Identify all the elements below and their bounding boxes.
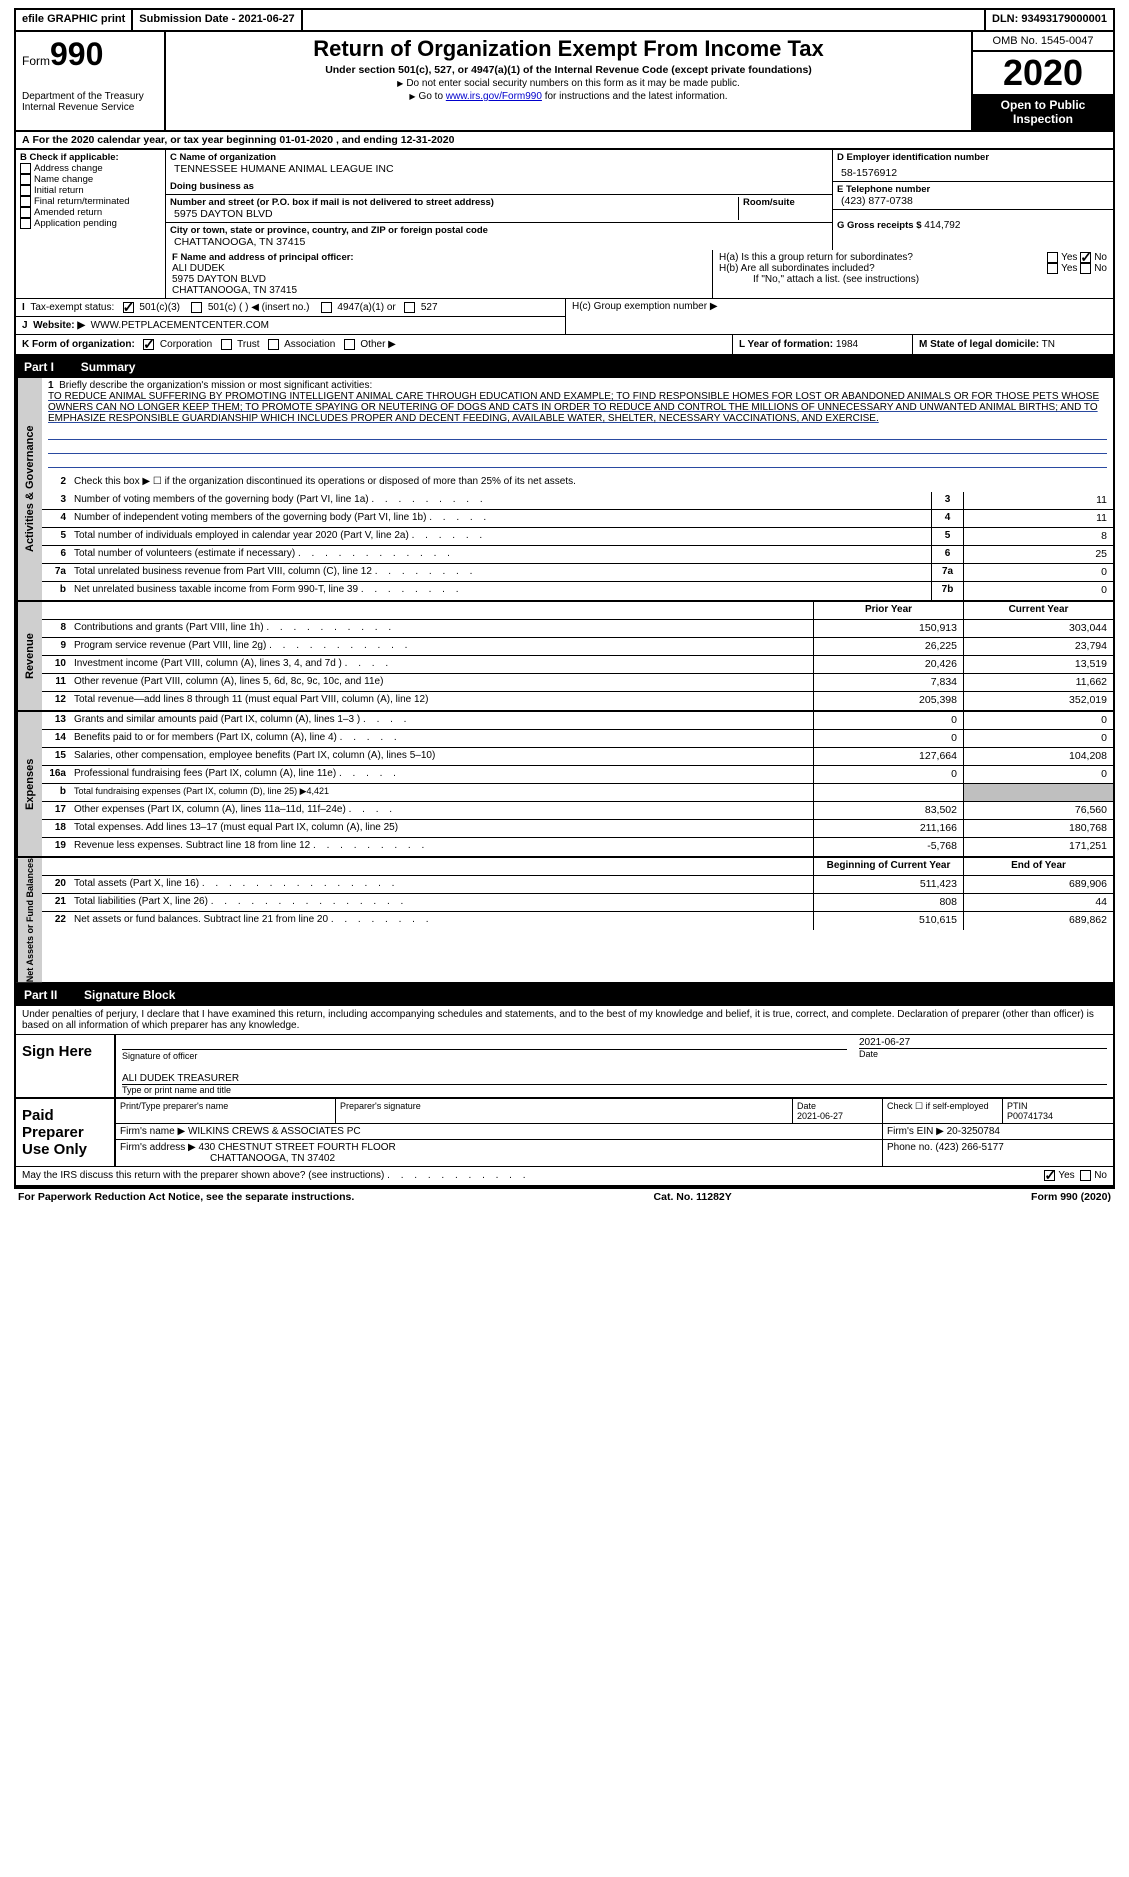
efile-label: efile GRAPHIC print [16,10,133,30]
signature-block: Under penalties of perjury, I declare th… [14,1006,1115,1186]
chk-address-change[interactable] [20,163,31,174]
header-center: Return of Organization Exempt From Incom… [166,32,973,130]
part1-header: Part I Summary [14,356,1115,378]
chk-discuss-no[interactable] [1080,1170,1091,1181]
activities-governance: Activities & Governance 1 Briefly descri… [14,378,1115,602]
chk-4947[interactable] [321,302,332,313]
form-title: Return of Organization Exempt From Incom… [174,36,963,62]
chk-amended[interactable] [20,207,31,218]
revenue-section: Revenue Prior YearCurrent Year 8Contribu… [14,602,1115,712]
chk-corp[interactable] [143,339,154,350]
chk-name-change[interactable] [20,174,31,185]
chk-ha-no[interactable] [1080,252,1091,263]
dln-cell: DLN: 93493179000001 [984,10,1113,30]
part2-header: Part II Signature Block [14,984,1115,1006]
form-header: Form990 Department of the Treasury Inter… [14,30,1115,132]
submission-cell: Submission Date - 2021-06-27 [133,10,302,30]
irs-link[interactable]: www.irs.gov/Form990 [446,91,542,102]
box-de: D Employer identification number 58-1576… [833,150,1113,250]
chk-assoc[interactable] [268,339,279,350]
expenses-section: Expenses 13Grants and similar amounts pa… [14,712,1115,858]
topbar: efile GRAPHIC print Submission Date - 20… [14,8,1115,30]
section-klm: K Form of organization: Corporation Trus… [14,335,1115,356]
chk-other[interactable] [344,339,355,350]
box-c: C Name of organization TENNESSEE HUMANE … [166,150,833,250]
row-a: A For the 2020 calendar year, or tax yea… [14,132,1115,150]
chk-application-pending[interactable] [20,218,31,229]
chk-hb-yes[interactable] [1047,263,1058,274]
section-bcdefg: B Check if applicable: Address change Na… [14,150,1115,250]
chk-ha-yes[interactable] [1047,252,1058,263]
header-right: OMB No. 1545-0047 2020 Open to Public In… [973,32,1113,130]
chk-initial-return[interactable] [20,185,31,196]
footer: For Paperwork Reduction Act Notice, see … [14,1187,1115,1205]
chk-final-return[interactable] [20,196,31,207]
box-b: B Check if applicable: Address change Na… [16,150,166,250]
chk-501c3[interactable] [123,302,134,313]
chk-527[interactable] [404,302,415,313]
chk-discuss-yes[interactable] [1044,1170,1055,1181]
chk-501c[interactable] [191,302,202,313]
section-fh: F Name and address of principal officer:… [14,250,1115,299]
chk-hb-no[interactable] [1080,263,1091,274]
net-assets-section: Net Assets or Fund Balances Beginning of… [14,858,1115,984]
header-left: Form990 Department of the Treasury Inter… [16,32,166,130]
chk-trust[interactable] [221,339,232,350]
section-ij: I Tax-exempt status: 501(c)(3) 501(c) ( … [14,299,1115,335]
